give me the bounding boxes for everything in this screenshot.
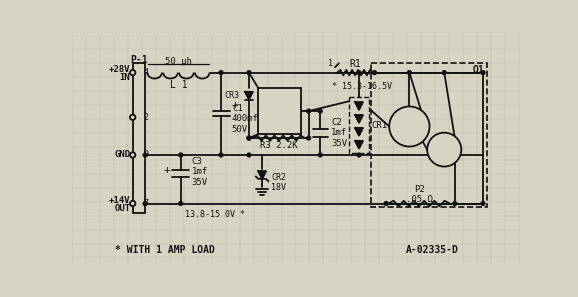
Circle shape bbox=[442, 71, 446, 75]
Circle shape bbox=[143, 202, 147, 206]
Bar bbox=[133, 63, 145, 213]
Text: 1: 1 bbox=[328, 59, 334, 68]
Circle shape bbox=[407, 71, 412, 75]
Circle shape bbox=[130, 201, 135, 206]
Polygon shape bbox=[355, 128, 363, 136]
Polygon shape bbox=[245, 92, 253, 99]
Text: CR1: CR1 bbox=[372, 121, 387, 130]
Text: 13.8-15 0V *: 13.8-15 0V * bbox=[184, 210, 244, 219]
Bar bbox=[258, 88, 301, 134]
Circle shape bbox=[219, 153, 223, 157]
Text: C3
1mf
35V: C3 1mf 35V bbox=[191, 157, 208, 187]
Circle shape bbox=[247, 153, 251, 157]
Text: C2
1mf
35V: C2 1mf 35V bbox=[331, 118, 347, 148]
Circle shape bbox=[389, 107, 429, 146]
Circle shape bbox=[247, 136, 251, 140]
Bar bbox=[349, 97, 369, 154]
Circle shape bbox=[130, 115, 135, 120]
Circle shape bbox=[481, 71, 485, 75]
Circle shape bbox=[427, 133, 461, 167]
Text: * WITH 1 AMP LOAD: * WITH 1 AMP LOAD bbox=[115, 245, 215, 255]
Bar bbox=[370, 63, 487, 207]
Circle shape bbox=[247, 136, 251, 140]
Text: A-02335-D: A-02335-D bbox=[406, 245, 458, 255]
Text: R1: R1 bbox=[349, 59, 361, 69]
Polygon shape bbox=[355, 141, 363, 148]
Circle shape bbox=[307, 136, 310, 140]
Text: +: + bbox=[163, 165, 170, 176]
Circle shape bbox=[373, 71, 376, 75]
Text: +14V: +14V bbox=[109, 196, 131, 205]
Text: 3,4: 3,4 bbox=[134, 68, 149, 77]
Circle shape bbox=[143, 153, 147, 157]
Text: 8,9: 8,9 bbox=[134, 151, 149, 159]
Circle shape bbox=[130, 152, 135, 158]
Circle shape bbox=[247, 71, 251, 75]
Text: 6,7: 6,7 bbox=[134, 199, 149, 208]
Text: CR3: CR3 bbox=[225, 91, 240, 100]
Polygon shape bbox=[355, 115, 363, 123]
Circle shape bbox=[179, 202, 183, 206]
Text: R3 2.2K: R3 2.2K bbox=[260, 141, 298, 150]
Text: P2
.05 Ω: P2 .05 Ω bbox=[406, 184, 432, 204]
Polygon shape bbox=[355, 102, 363, 110]
Circle shape bbox=[130, 70, 135, 75]
Circle shape bbox=[307, 109, 310, 113]
Circle shape bbox=[481, 202, 485, 206]
Text: P-1: P-1 bbox=[130, 55, 148, 64]
Circle shape bbox=[384, 202, 388, 206]
Text: +28V: +28V bbox=[109, 65, 131, 74]
Text: 1,2: 1,2 bbox=[134, 113, 149, 122]
Text: C1
400mf
50V: C1 400mf 50V bbox=[232, 104, 259, 134]
Polygon shape bbox=[258, 171, 266, 179]
Text: +: + bbox=[232, 100, 239, 110]
Text: OUT: OUT bbox=[114, 204, 131, 213]
Text: CR2
18V: CR2 18V bbox=[272, 173, 287, 192]
Text: Q1: Q1 bbox=[473, 65, 484, 75]
Circle shape bbox=[318, 153, 322, 157]
Circle shape bbox=[357, 153, 361, 157]
Text: L 1: L 1 bbox=[169, 80, 187, 90]
Circle shape bbox=[179, 153, 183, 157]
Circle shape bbox=[219, 71, 223, 75]
Circle shape bbox=[357, 71, 361, 75]
Text: 50 μh: 50 μh bbox=[165, 57, 192, 66]
Circle shape bbox=[453, 202, 457, 206]
Text: U1: U1 bbox=[272, 105, 287, 118]
Text: * 15.3-16.5V: * 15.3-16.5V bbox=[332, 82, 392, 91]
Circle shape bbox=[318, 109, 322, 113]
Text: IN: IN bbox=[120, 73, 131, 82]
Text: GND: GND bbox=[114, 151, 131, 159]
